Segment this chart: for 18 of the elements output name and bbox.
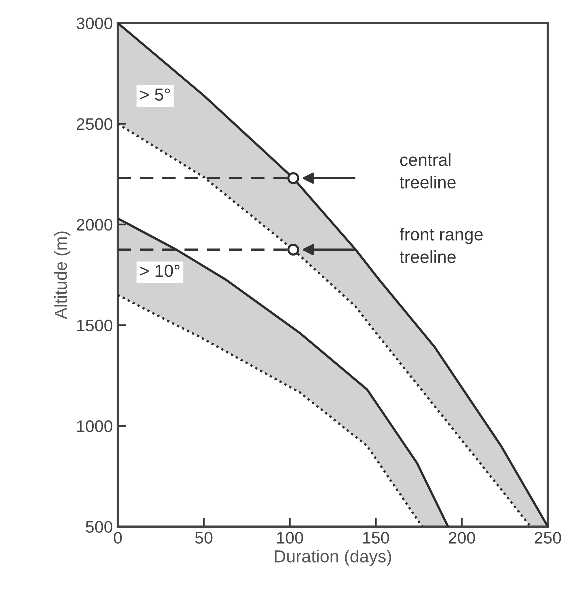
y-tick-label: 500 bbox=[86, 521, 113, 534]
x-axis-title: Duration (days) bbox=[275, 550, 392, 566]
y-tick-label: 1000 bbox=[77, 420, 113, 432]
y-tick-label: 2000 bbox=[76, 219, 113, 231]
x-tick-label: 200 bbox=[448, 532, 476, 544]
x-tick-label: 100 bbox=[277, 532, 304, 544]
x-tick-label: 250 bbox=[534, 532, 562, 544]
annotation: front range treeline bbox=[400, 228, 483, 264]
annotation: > 5° bbox=[140, 88, 170, 101]
x-tick-label: 50 bbox=[195, 532, 213, 544]
y-tick-label: 2500 bbox=[76, 118, 113, 130]
x-tick-label: 150 bbox=[363, 532, 390, 544]
y-tick-label: 3000 bbox=[76, 18, 113, 30]
annotation: central treeline bbox=[400, 154, 456, 189]
annotation: > 10° bbox=[140, 264, 180, 278]
y-tick-label: 1500 bbox=[77, 320, 113, 332]
x-tick-label: 0 bbox=[114, 532, 122, 544]
y-axis-title: Altitude (m) bbox=[54, 232, 71, 320]
